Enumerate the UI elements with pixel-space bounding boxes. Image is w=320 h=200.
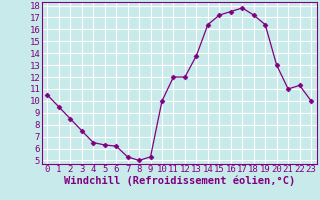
X-axis label: Windchill (Refroidissement éolien,°C): Windchill (Refroidissement éolien,°C) bbox=[64, 176, 295, 186]
